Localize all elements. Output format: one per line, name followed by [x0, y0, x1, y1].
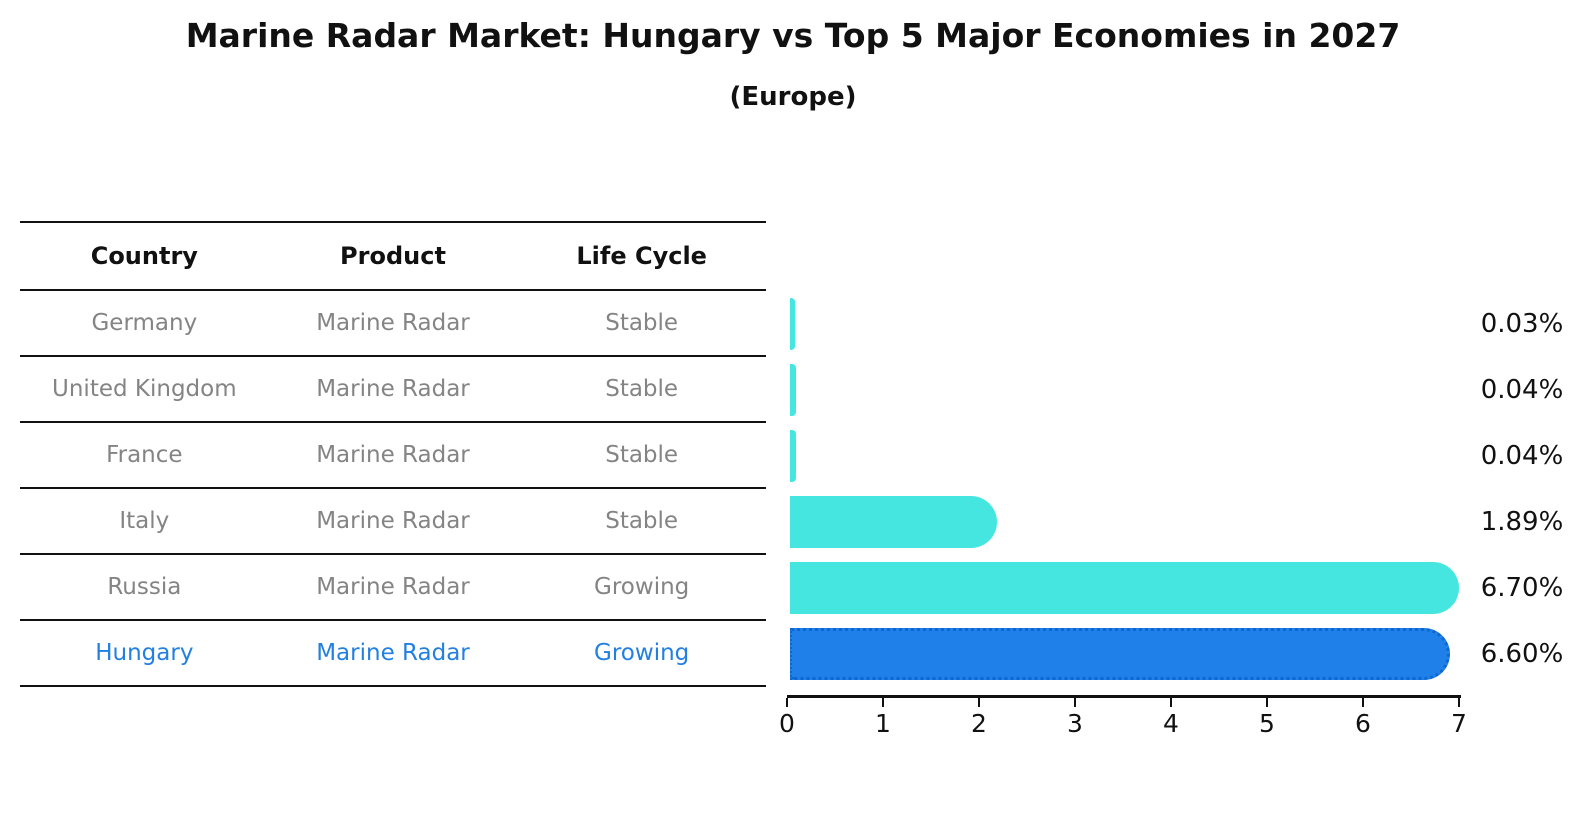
- x-tick-label: 5: [1259, 709, 1275, 738]
- chart-subtitle: (Europe): [729, 82, 857, 112]
- x-tick-mark: [882, 698, 884, 707]
- cell-country: Germany: [20, 290, 269, 357]
- x-tick-mark: [1170, 698, 1172, 707]
- cell-product: Marine Radar: [268, 422, 518, 489]
- bar-france: [790, 430, 796, 482]
- bar-russia: [790, 562, 1460, 614]
- cell-country: United Kingdom: [20, 356, 269, 423]
- value-label-germany: 0.03%: [1480, 309, 1564, 339]
- header-life-cycle: Life Cycle: [517, 221, 766, 291]
- x-tick-label: 0: [779, 709, 795, 738]
- x-tick-mark: [1458, 698, 1460, 707]
- x-tick-label: 4: [1163, 709, 1179, 738]
- value-label-hungary: 6.60%: [1480, 639, 1564, 669]
- value-label-italy: 1.89%: [1480, 507, 1564, 537]
- table-row: Hungary Marine Radar Growing: [20, 620, 766, 687]
- table-row: Germany Marine Radar Stable: [20, 290, 766, 357]
- x-tick-mark: [1362, 698, 1364, 707]
- table-header-row: Country Product Life Cycle: [20, 221, 766, 291]
- cell-product: Marine Radar: [268, 620, 518, 687]
- table-row: United Kingdom Marine Radar Stable: [20, 356, 766, 423]
- x-tick-mark: [786, 698, 788, 707]
- cell-product: Marine Radar: [268, 356, 518, 423]
- header-product: Product: [268, 221, 518, 291]
- x-tick-label: 6: [1355, 709, 1371, 738]
- table-row: Russia Marine Radar Growing: [20, 554, 766, 621]
- x-tick-label: 2: [971, 709, 987, 738]
- cell-product: Marine Radar: [268, 554, 518, 621]
- cell-life-cycle: Stable: [517, 356, 766, 423]
- value-label-france: 0.04%: [1480, 441, 1564, 471]
- cell-country: France: [20, 422, 269, 489]
- table-body: Germany Marine Radar Stable United Kingdom M…: [20, 290, 766, 687]
- x-tick-label: 1: [875, 709, 891, 738]
- x-tick-mark: [1074, 698, 1076, 707]
- cell-life-cycle: Growing: [517, 554, 766, 621]
- cell-country: Hungary: [20, 620, 269, 687]
- value-label-united-kingdom: 0.04%: [1480, 375, 1564, 405]
- cell-product: Marine Radar: [268, 290, 518, 357]
- x-tick-label: 7: [1451, 709, 1467, 738]
- header-country: Country: [20, 221, 269, 291]
- country-table: Country Product Life Cycle Germany Marine…: [20, 221, 766, 687]
- bar-italy: [790, 496, 998, 548]
- x-tick-label: 3: [1067, 709, 1083, 738]
- chart-title: Marine Radar Market: Hungary vs Top 5 Ma…: [185, 16, 1401, 55]
- cell-country: Russia: [20, 554, 269, 621]
- table-row: France Marine Radar Stable: [20, 422, 766, 489]
- cell-life-cycle: Stable: [517, 422, 766, 489]
- bar-hungary: [790, 628, 1450, 680]
- value-label-russia: 6.70%: [1480, 573, 1564, 603]
- table-row: Italy Marine Radar Stable: [20, 488, 766, 555]
- x-tick-mark: [1266, 698, 1268, 707]
- cell-product: Marine Radar: [268, 488, 518, 555]
- cell-country: Italy: [20, 488, 269, 555]
- x-axis-line: [787, 695, 1461, 698]
- cell-life-cycle: Growing: [517, 620, 766, 687]
- bar-germany: [790, 298, 795, 350]
- cell-life-cycle: Stable: [517, 290, 766, 357]
- x-tick-mark: [978, 698, 980, 707]
- cell-life-cycle: Stable: [517, 488, 766, 555]
- bar-united-kingdom: [790, 364, 796, 416]
